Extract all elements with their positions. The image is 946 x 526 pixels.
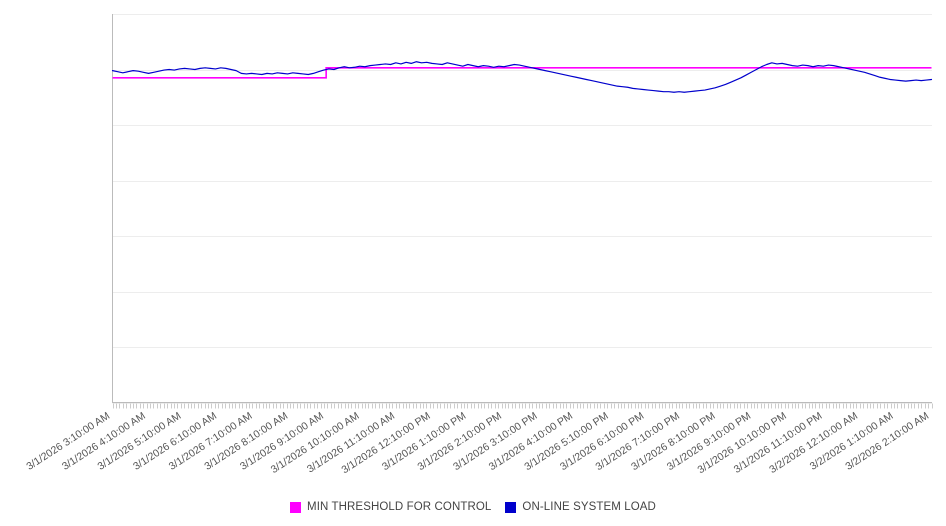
legend-entry-min-threshold[interactable]: MIN THRESHOLD FOR CONTROL xyxy=(290,501,491,513)
legend-label-system-load: ON-LINE SYSTEM LOAD xyxy=(522,501,656,513)
x-axis-tick-labels: 3/1/2026 3:10:00 AM3/1/2026 4:10:00 AM3/… xyxy=(24,410,931,476)
legend-label-min-threshold: MIN THRESHOLD FOR CONTROL xyxy=(307,501,492,513)
chart-legend: MIN THRESHOLD FOR CONTROL ON-LINE SYSTEM… xyxy=(0,496,946,518)
min-threshold-line xyxy=(112,67,932,79)
legend-entry-system-load[interactable]: ON-LINE SYSTEM LOAD xyxy=(505,501,656,513)
on-line-system-load-line xyxy=(111,61,933,93)
legend-swatch-system-load xyxy=(505,501,517,513)
x-axis-minor-ticks xyxy=(113,403,933,409)
legend-swatch-min-threshold xyxy=(290,501,302,513)
